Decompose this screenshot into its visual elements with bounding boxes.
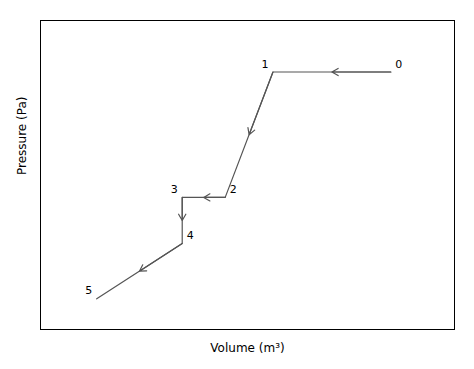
svg-text:4: 4 [187, 229, 194, 242]
svg-text:Pressure (Pa): Pressure (Pa) [15, 97, 29, 175]
svg-text:0: 0 [395, 58, 402, 71]
svg-text:1: 1 [261, 58, 268, 71]
svg-text:3: 3 [171, 183, 178, 196]
svg-text:Volume (m³): Volume (m³) [210, 341, 284, 355]
svg-text:2: 2 [230, 183, 237, 196]
svg-text:5: 5 [85, 284, 92, 297]
